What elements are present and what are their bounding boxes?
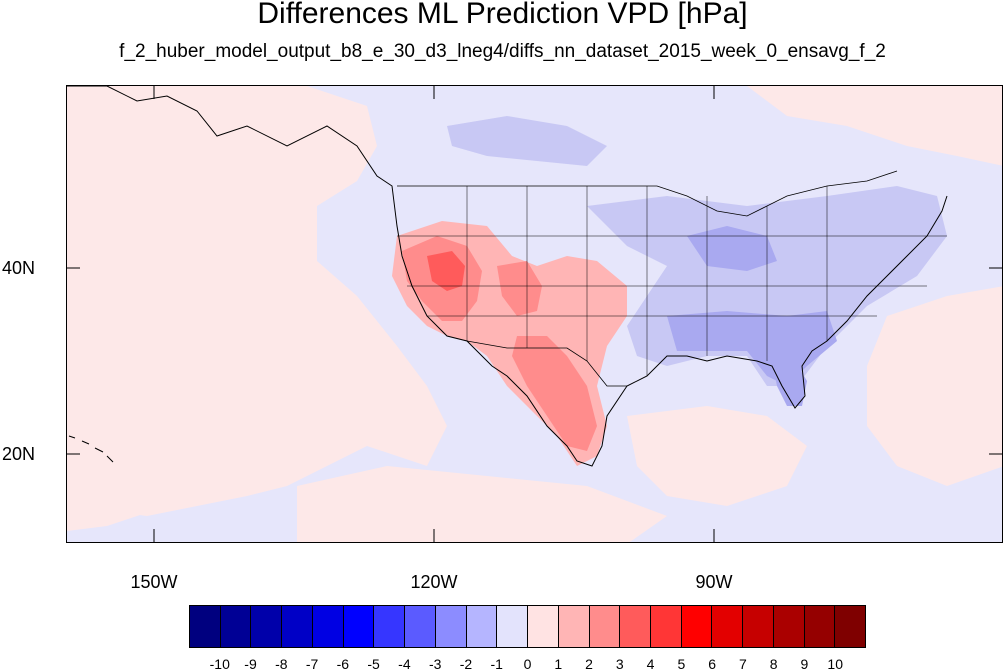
strong-positive-nevada [427,251,465,291]
colorbar-box [312,606,344,647]
hawaii-islands [68,435,114,463]
colorbar-box [190,606,221,647]
positive-region-atlantic-se [867,286,1002,486]
colorbar-label: 0 [523,656,532,672]
colorbar-box [466,606,498,647]
colorbar-box [528,606,559,647]
colorbar-label: 4 [646,656,655,672]
coastline-west [67,86,948,467]
difference-map [66,85,1003,543]
colorbar-label: -1 [490,656,503,672]
colorbar-box [804,606,836,647]
lon-label-120w: 120W [410,572,458,592]
colorbar-box [589,606,621,647]
colorbar-label: 10 [827,656,843,672]
map-canvas [67,86,1002,542]
colorbar-label: -8 [275,656,288,672]
colorbar-label: -7 [305,656,319,672]
colorbar-label: 2 [585,656,593,672]
lon-label-150w: 150W [130,572,178,592]
us-mexico-border [466,340,627,387]
colorbar-box [435,606,467,647]
negative-region-florida [772,356,807,406]
negative-region-canada [447,116,607,166]
colorbar-label: -9 [244,656,257,672]
lon-label-90w: 90W [695,572,733,592]
negative-region-great-lakes [687,226,777,271]
colorbar-box [343,606,375,647]
map-subtitle: f_2_huber_model_output_b8_e_30_d3_lneg4/… [119,41,886,62]
colorbar-label: -4 [398,656,411,672]
positive-region-tropical [627,406,807,506]
colorbar-box [651,606,682,647]
colorbar-label: -10 [209,656,230,672]
state-lines [397,186,947,376]
map-title: Differences ML Prediction VPD [hPa] [257,0,748,30]
colorbar-box [773,606,805,647]
colorbar-box [712,606,744,647]
moderate-positive-mexico [512,336,597,451]
us-canada-border [397,170,898,217]
colorbar-label: -3 [428,656,442,672]
positive-region-atlantic-ne [747,86,1002,166]
colorbar-box [374,606,406,647]
lat-label-40n: 40N [2,258,36,278]
positive-region-pacific-south [67,386,257,531]
colorbar-label: 3 [615,656,624,672]
colorbar-label: 6 [708,656,717,672]
colorbar-label: 8 [769,656,778,672]
colorbar-label: -2 [459,656,473,672]
colorbar-box [497,606,529,647]
positive-region-south-pacific [297,466,667,542]
colorbar-box [620,606,652,647]
colorbar-label: -5 [367,656,380,672]
lat-label-20n: 20N [2,444,36,464]
moderate-positive-four-corners [497,261,542,316]
colorbar-box [558,606,590,647]
colorbar-label: 5 [677,656,686,672]
colorbar-box [405,606,436,647]
colorbar-label: 7 [739,656,747,672]
colorbar-box [220,606,252,647]
colorbar-label: -6 [336,656,350,672]
colorbar-label: 1 [554,656,563,672]
colorbar-box [251,606,283,647]
colorbar-box [743,606,774,647]
colorbar-label: 9 [800,656,809,672]
colorbar-box [681,606,713,647]
colorbar [189,605,866,648]
colorbar-box [835,606,866,647]
colorbar-box [282,606,313,647]
